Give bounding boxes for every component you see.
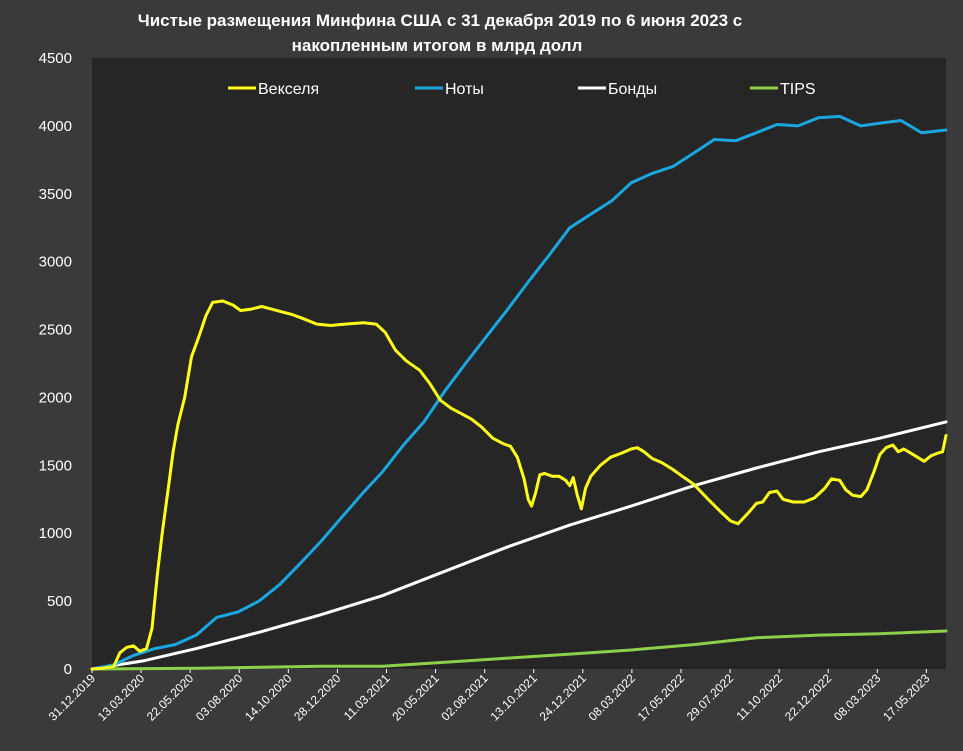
legend-label: TIPS xyxy=(780,81,816,98)
plot-area xyxy=(92,58,946,669)
chart-title-line2: накопленным итогом в млрд долл xyxy=(292,36,583,55)
legend-label: Бонды xyxy=(608,81,657,98)
y-axis: 0 500 1000 1500 2000 2500 3000 3500 4000 4500 xyxy=(39,50,72,678)
y-tick-label: 2500 xyxy=(39,322,72,339)
y-tick-label: 3000 xyxy=(39,254,72,271)
y-tick-label: 1500 xyxy=(39,457,72,474)
y-tick-label: 3500 xyxy=(39,186,72,203)
y-tick-label: 0 xyxy=(64,661,72,678)
legend-label: Ноты xyxy=(445,81,484,98)
series-line-1 xyxy=(90,114,948,671)
y-tick-label: 1000 xyxy=(39,525,72,542)
y-tick-label: 2000 xyxy=(39,389,72,406)
series-layer xyxy=(90,114,948,671)
series-line-0 xyxy=(90,299,948,671)
series-line-3 xyxy=(90,629,948,671)
series-line-2 xyxy=(90,420,948,671)
y-tick-label: 500 xyxy=(47,593,72,610)
legend-label: Векселя xyxy=(258,81,319,98)
y-tick-label: 4000 xyxy=(39,118,72,135)
y-tick-label: 4500 xyxy=(39,50,72,67)
legend: Векселя Ноты Бонды TIPS xyxy=(228,81,816,98)
chart-title-line1: Чистые размещения Минфина США с 31 декаб… xyxy=(138,11,742,30)
